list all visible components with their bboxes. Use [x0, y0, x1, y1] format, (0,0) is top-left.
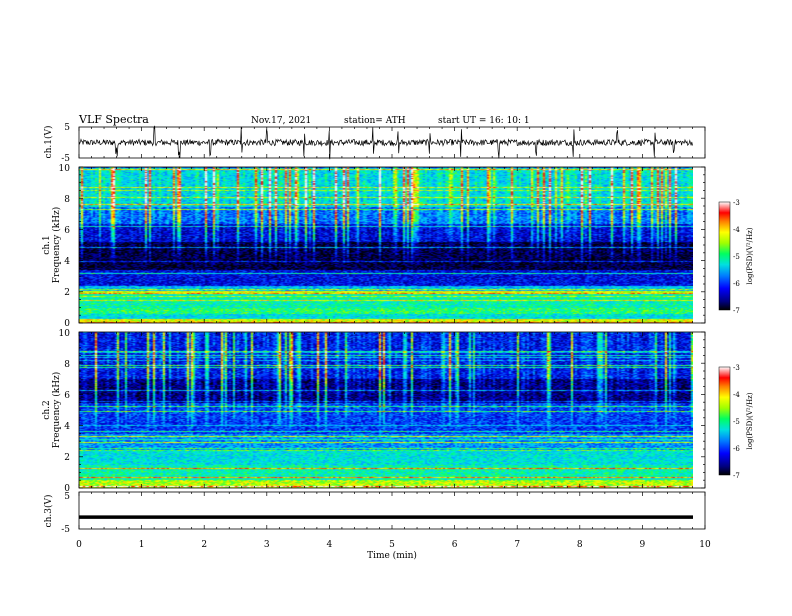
ch1-wave-ytick-bottom: -5 — [61, 154, 70, 164]
ch2-spec-ytick-10: 10 — [59, 329, 71, 339]
ch2-colorbar-label: log(PSD)(V²/Hz) — [746, 392, 754, 449]
figure-title: VLF Spectra — [78, 113, 149, 126]
ch1-colorbar: -3 -4 -5 -6 -7 log(PSD)(V²/Hz) — [718, 199, 754, 315]
ch1-spec-ytick-4: 4 — [64, 257, 70, 267]
x-tick-label: 1 — [139, 540, 145, 550]
x-axis-tick-labels: 0 1 2 3 4 5 6 7 8 9 10 — [76, 540, 711, 550]
ch1-spectrogram-panel: 0 2 4 6 8 10 ch.1 Frequency (kHz) — [42, 164, 706, 329]
ch2-spectrogram-panel: 0 2 4 6 8 10 ch.2 Frequency (kHz) — [42, 329, 706, 494]
ch1-cb-tick-m4: -4 — [733, 226, 740, 234]
ch1-spectrogram-image — [79, 167, 693, 323]
x-tick-label: 10 — [699, 540, 711, 550]
ch1-colorbar-label: log(PSD)(V²/Hz) — [746, 227, 754, 284]
ch1-spec-ylabel-frequency: Frequency (kHz) — [51, 207, 62, 284]
ch1-colorbar-gradient — [718, 201, 731, 311]
axis-tick-marks — [78, 127, 706, 529]
ch1-wave-ylabel: ch.1(V) — [43, 126, 54, 159]
ch2-spec-ytick-4: 4 — [64, 422, 70, 432]
ch1-cb-tick-m3: -3 — [733, 199, 740, 207]
ch1-cb-tick-m7: -7 — [733, 307, 740, 315]
start-time-label: start UT = 16: 10: 1 — [438, 116, 530, 126]
ch2-cb-tick-m4: -4 — [733, 391, 740, 399]
ch2-spec-ytick-2: 2 — [64, 453, 70, 463]
ch2-colorbar: -3 -4 -5 -6 -7 log(PSD)(V²/Hz) — [718, 364, 754, 480]
ch1-spec-ytick-2: 2 — [64, 288, 70, 298]
x-tick-label: 7 — [514, 540, 520, 550]
ch3-waveform-panel: 5 -5 ch.3(V) — [43, 491, 706, 535]
x-tick-label: 0 — [76, 540, 82, 550]
ch1-spec-ytick-6: 6 — [64, 226, 70, 236]
ch2-spectrogram-image — [79, 332, 693, 488]
station-label: station= ATH — [344, 116, 406, 126]
ch2-spec-ylabel-channel: ch.2 — [42, 400, 52, 419]
ch1-spec-ylabel-channel: ch.1 — [42, 235, 52, 254]
ch1-spectrogram-yticks: 0 2 4 6 8 10 — [59, 164, 71, 329]
ch3-waveform-frame — [78, 491, 706, 530]
x-tick-label: 8 — [577, 540, 583, 550]
x-tick-label: 9 — [640, 540, 646, 550]
ch2-spectrogram-yticks: 0 2 4 6 8 10 — [59, 329, 71, 494]
x-tick-label: 5 — [389, 540, 395, 550]
ch1-spec-ytick-8: 8 — [64, 195, 70, 205]
ch3-wave-ytick-bottom: -5 — [61, 525, 70, 535]
x-axis-label: Time (min) — [367, 550, 417, 561]
date-label: Nov.17, 2021 — [251, 116, 311, 126]
ch1-cb-tick-m6: -6 — [733, 280, 740, 288]
ch3-wave-ylabel: ch.3(V) — [43, 495, 54, 528]
x-tick-label: 3 — [264, 540, 270, 550]
ch1-spec-ytick-0: 0 — [64, 319, 70, 329]
ch3-wave-ytick-top: 5 — [64, 492, 70, 502]
x-tick-label: 4 — [327, 540, 333, 550]
ch2-cb-tick-m5: -5 — [733, 418, 740, 426]
x-tick-label: 2 — [201, 540, 207, 550]
ch2-cb-tick-m3: -3 — [733, 364, 740, 372]
ch2-spec-ylabel-frequency: Frequency (kHz) — [51, 372, 62, 449]
ch1-waveform-panel: 5 -5 ch.1(V) — [43, 123, 706, 164]
ch2-spec-ytick-0: 0 — [64, 484, 70, 494]
ch1-wave-ytick-top: 5 — [64, 123, 70, 133]
x-tick-label: 6 — [452, 540, 458, 550]
ch1-cb-tick-m5: -5 — [733, 253, 740, 261]
ch2-colorbar-gradient — [718, 366, 731, 476]
ch2-spec-ytick-6: 6 — [64, 391, 70, 401]
ch2-spec-ytick-8: 8 — [64, 360, 70, 370]
ch2-cb-tick-m6: -6 — [733, 445, 740, 453]
ch1-spec-ytick-10: 10 — [59, 164, 71, 174]
ch1-waveform-trace — [78, 125, 693, 160]
ch2-cb-tick-m7: -7 — [733, 472, 740, 480]
